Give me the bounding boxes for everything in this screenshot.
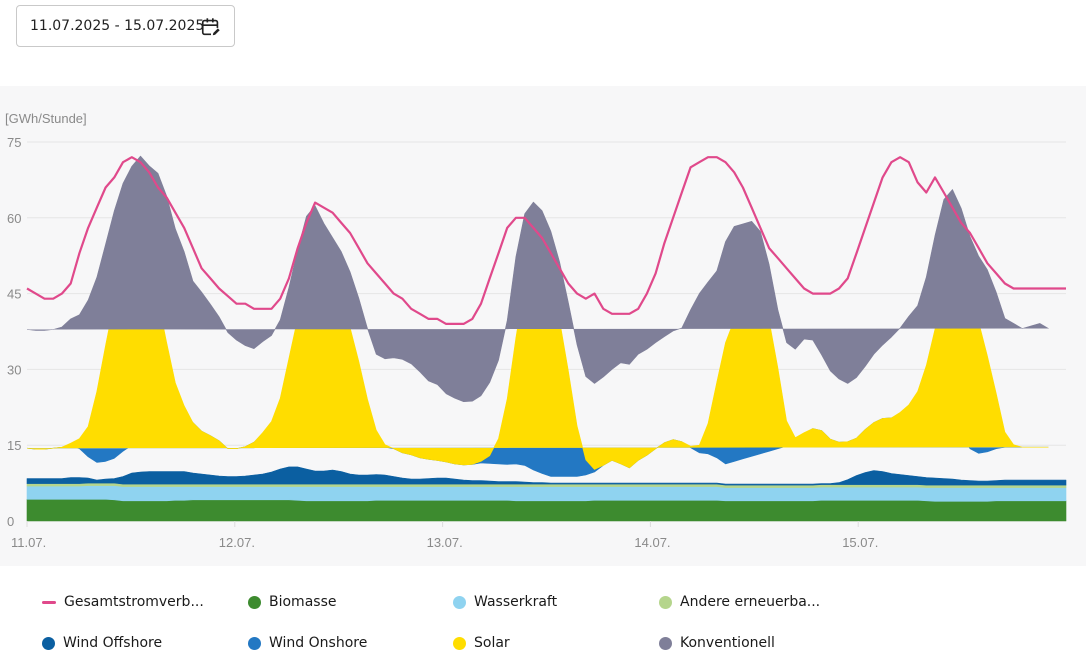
x-tick-label: 11.07. bbox=[11, 535, 46, 550]
legend-label: Biomasse bbox=[269, 594, 337, 610]
y-tick-label: 15 bbox=[7, 438, 21, 453]
y-axis-label: [GWh/Stunde] bbox=[5, 111, 87, 126]
y-axis-ticks: 0 15 30 45 60 75 bbox=[7, 135, 21, 529]
legend-item[interactable]: Wasserkraft bbox=[453, 594, 557, 610]
chart-legend: Gesamtstromverb... Biomasse Wasserkraft And… bbox=[0, 586, 1086, 663]
legend-label: Wasserkraft bbox=[474, 594, 558, 610]
legend-dot-icon bbox=[42, 636, 55, 650]
area-wind-offshore[interactable] bbox=[26, 466, 1067, 486]
legend-dot-icon bbox=[659, 595, 672, 609]
legend-dot-icon bbox=[248, 636, 261, 650]
legend-label: Solar bbox=[474, 635, 510, 651]
y-tick-label: 45 bbox=[7, 287, 21, 302]
legend-item[interactable]: Andere erneuerba... bbox=[659, 594, 820, 610]
legend-item[interactable]: Wind Offshore bbox=[42, 635, 162, 651]
area-wasserkraft[interactable] bbox=[26, 485, 1067, 502]
legend-label: Konventionell bbox=[680, 635, 775, 651]
legend-item[interactable]: Gesamtstromverb... bbox=[42, 594, 204, 610]
stacked-areas bbox=[26, 155, 1067, 522]
x-axis-ticks: 11.07. 12.07. 13.07. 14.07. 15.07. bbox=[11, 521, 878, 550]
legend-dot-icon bbox=[453, 595, 466, 609]
x-tick-label: 12.07. bbox=[219, 535, 255, 550]
area-biomasse[interactable] bbox=[26, 499, 1067, 522]
consumption-line bbox=[26, 156, 1066, 325]
calendar-edit-icon bbox=[201, 18, 221, 38]
legend-dot-icon bbox=[453, 636, 466, 650]
area-konventionell[interactable] bbox=[26, 155, 1049, 402]
date-range-picker[interactable]: 11.07.2025 - 15.07.2025 bbox=[16, 5, 235, 47]
energy-chart: 0 15 30 45 60 75 11.07. 12.07. 13.07. 14.07. 15.0… bbox=[5, 111, 1067, 550]
date-range-value: 11.07.2025 - 15.07.2025 bbox=[30, 18, 205, 34]
y-tick-label: 60 bbox=[7, 211, 21, 226]
line-gesamtstromverbrauch[interactable] bbox=[26, 156, 1066, 325]
legend-item[interactable]: Biomasse bbox=[248, 594, 336, 610]
legend-line-icon bbox=[42, 600, 56, 604]
y-tick-label: 30 bbox=[7, 362, 21, 377]
legend-item[interactable]: Konventionell bbox=[659, 635, 775, 651]
x-tick-label: 14.07. bbox=[634, 535, 670, 550]
legend-item[interactable]: Solar bbox=[453, 635, 510, 651]
legend-label: Gesamtstromverb... bbox=[64, 594, 204, 610]
legend-label: Andere erneuerba... bbox=[680, 594, 821, 610]
x-tick-label: 15.07. bbox=[842, 535, 878, 550]
legend-label: Wind Offshore bbox=[63, 635, 163, 651]
y-tick-label: 0 bbox=[7, 514, 14, 529]
x-tick-label: 13.07. bbox=[427, 535, 463, 550]
legend-dot-icon bbox=[248, 595, 261, 609]
legend-item[interactable]: Wind Onshore bbox=[248, 635, 367, 651]
y-tick-label: 75 bbox=[7, 135, 21, 150]
legend-dot-icon bbox=[659, 636, 672, 650]
legend-label: Wind Onshore bbox=[269, 635, 368, 651]
